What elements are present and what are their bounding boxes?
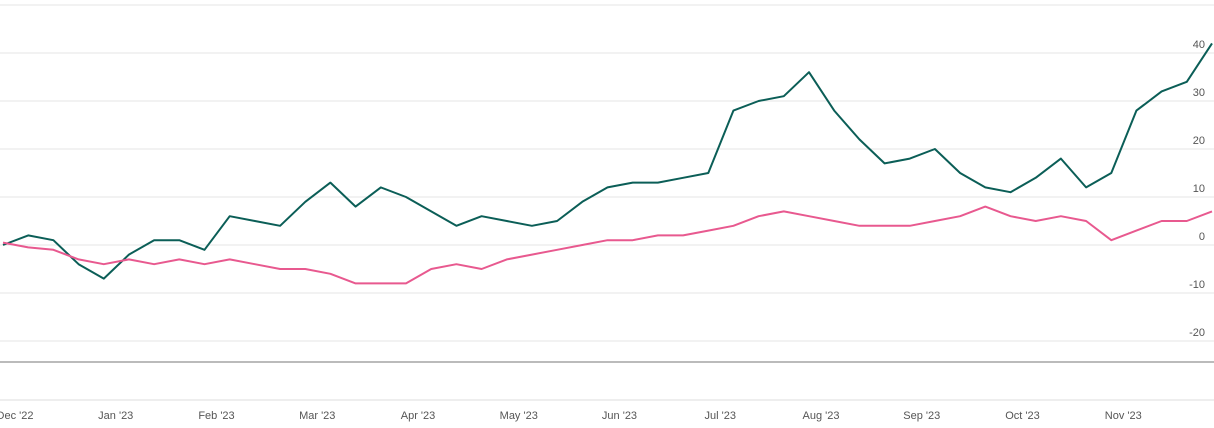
x-tick-label: Jan '23 bbox=[98, 410, 133, 422]
x-tick-label: Nov '23 bbox=[1105, 410, 1142, 422]
x-tick-label: Sep '23 bbox=[903, 410, 940, 422]
x-tick-label: Aug '23 bbox=[803, 410, 840, 422]
x-tick-label: Feb '23 bbox=[198, 410, 234, 422]
x-tick-label: Mar '23 bbox=[299, 410, 335, 422]
x-tick-label: Apr '23 bbox=[401, 410, 436, 422]
y-tick-label: 30 bbox=[1193, 87, 1205, 99]
y-tick-label: 40 bbox=[1193, 39, 1205, 51]
x-tick-label: Dec '22 bbox=[0, 410, 33, 422]
x-tick-label: Oct '23 bbox=[1005, 410, 1040, 422]
series-line bbox=[2, 42, 1213, 280]
x-tick-label: May '23 bbox=[500, 410, 538, 422]
y-tick-label: 0 bbox=[1199, 231, 1205, 243]
y-tick-label: 20 bbox=[1193, 135, 1205, 147]
x-tick-label: Jun '23 bbox=[602, 410, 637, 422]
x-tick-label: Jul '23 bbox=[705, 410, 736, 422]
y-tick-label: 10 bbox=[1193, 183, 1205, 195]
y-tick-label: -10 bbox=[1189, 279, 1205, 291]
y-tick-label: -20 bbox=[1189, 327, 1205, 339]
series-line bbox=[2, 205, 1213, 285]
